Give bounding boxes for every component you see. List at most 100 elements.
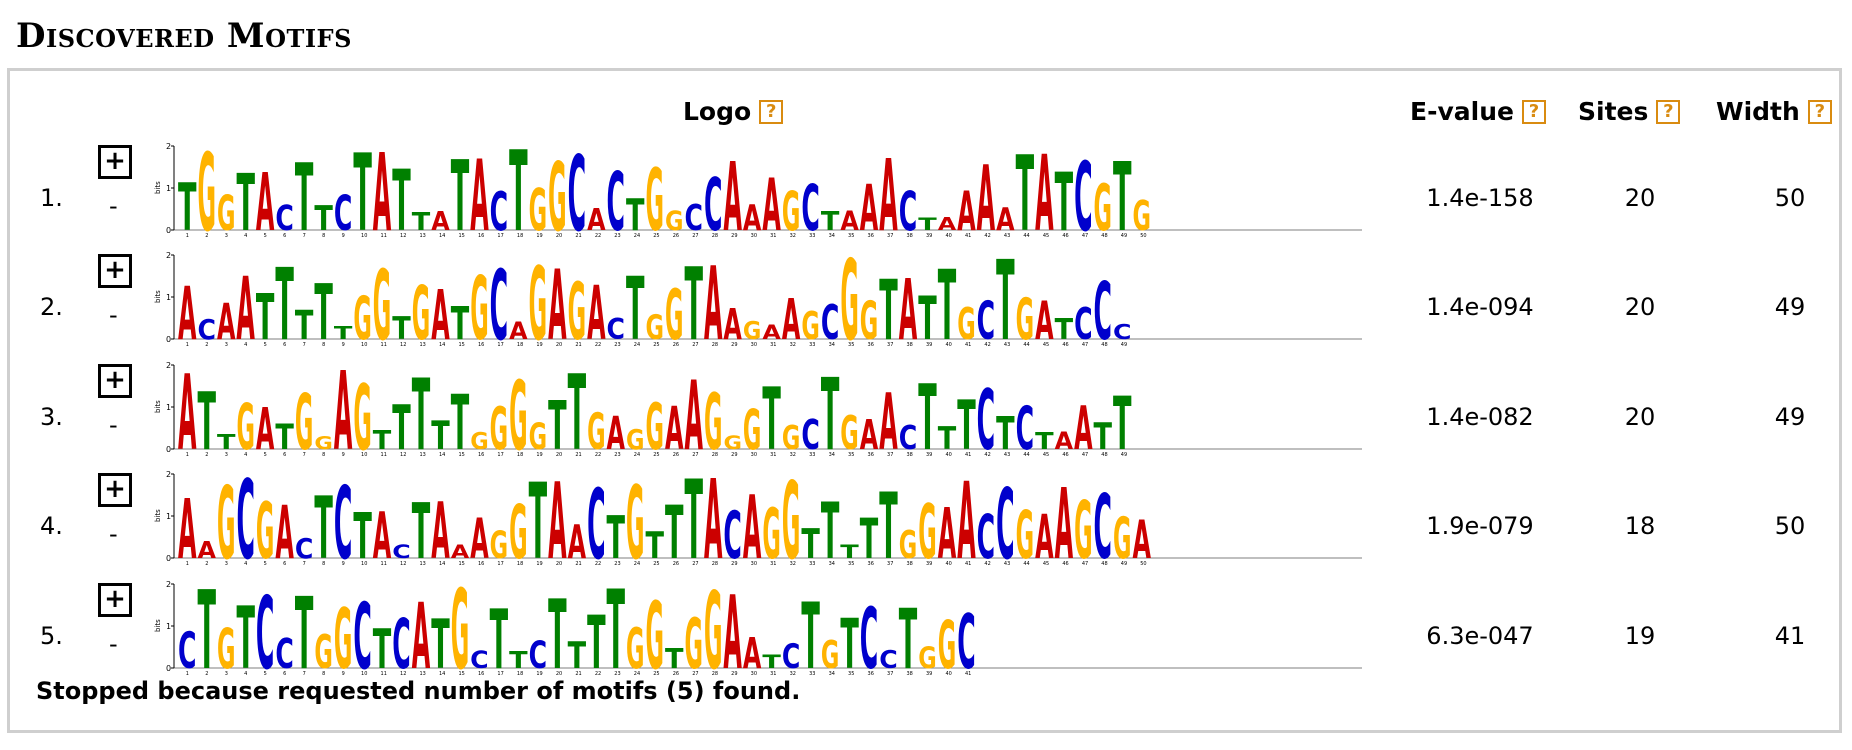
- logo-help-icon[interactable]: ?: [759, 100, 784, 124]
- logo-position-label: 5: [264, 561, 267, 566]
- logo-position-label: 22: [595, 671, 601, 676]
- logo-position-label: 47: [1082, 233, 1088, 238]
- logo-letter: A: [334, 361, 352, 457]
- expand-button[interactable]: +: [98, 145, 132, 179]
- logo-letter: T: [295, 580, 314, 676]
- expand-button[interactable]: +: [98, 473, 132, 507]
- logo-position-label: 30: [751, 452, 757, 457]
- logo-letter: A: [548, 251, 567, 347]
- logo-position-label: 30: [751, 342, 757, 347]
- logo-letter: C: [1094, 477, 1112, 566]
- logo-letter: T: [1055, 156, 1073, 238]
- logo-position-label: 12: [400, 342, 406, 347]
- collapse-button[interactable]: -: [109, 192, 118, 220]
- logo-position-label: 19: [536, 452, 542, 457]
- logo-letter: G: [314, 433, 332, 454]
- logo-letter: A: [723, 299, 742, 347]
- evalue-help-icon[interactable]: ?: [1521, 100, 1546, 124]
- logo-position-label: 1: [186, 342, 189, 347]
- logo-position-label: 11: [381, 342, 387, 347]
- collapse-button[interactable]: -: [109, 411, 118, 439]
- logo-position-label: 17: [497, 233, 503, 238]
- logo-letter: A: [743, 628, 762, 676]
- logo-letter: C: [1016, 393, 1034, 457]
- logo-position-label: 21: [575, 561, 581, 566]
- logo-position-label: 20: [556, 561, 562, 566]
- logo-position-label: 6: [283, 671, 286, 676]
- logo-position-label: 35: [848, 671, 854, 676]
- evalue-cell: 1.4e-094: [1426, 293, 1534, 321]
- logo-position-label: 5: [264, 342, 267, 347]
- logo-letter: A: [1035, 291, 1054, 347]
- expand-button[interactable]: +: [98, 583, 132, 617]
- logo-letter: A: [256, 156, 275, 238]
- logo-letter: G: [840, 251, 858, 347]
- logo-position-label: 29: [731, 452, 737, 457]
- width-help-icon[interactable]: ?: [1807, 100, 1832, 124]
- logo-letter: G: [1074, 484, 1092, 566]
- logo-position-label: 39: [926, 233, 932, 238]
- logo-letter: C: [977, 502, 995, 566]
- logo-position-label: 10: [361, 452, 367, 457]
- logo-letter: G: [938, 608, 956, 676]
- logo-letter: A: [704, 251, 723, 347]
- logo-letter: G: [918, 488, 936, 566]
- logo-letter: T: [1055, 312, 1074, 346]
- logo-letter: T: [821, 208, 840, 237]
- expand-button[interactable]: +: [98, 254, 132, 288]
- logo-letter: C: [899, 180, 917, 238]
- logo-letter: A: [178, 484, 196, 566]
- motifs-panel: [7, 68, 1842, 733]
- logo-axis-tick-label: 2: [166, 142, 171, 151]
- logo-position-label: 26: [673, 452, 679, 457]
- logo-position-label: 33: [809, 452, 815, 457]
- logo-letter: T: [762, 651, 782, 673]
- logo-letter: T: [1035, 429, 1054, 456]
- logo-position-label: 42: [984, 233, 990, 238]
- logo-letter: C: [178, 623, 196, 676]
- motif-row: 1. + - bits 0 1 2 T 1 G 2 G 3 T 4 A 5 C 6 T 7 T 8 C 9 T 10 A 11 T 1…: [0, 142, 1852, 250]
- logo-position-label: 45: [1043, 452, 1049, 457]
- logo-letter: T: [626, 190, 644, 238]
- logo-axis-tick-label: 0: [166, 445, 171, 454]
- logo-letter: A: [860, 411, 878, 457]
- logo-letter: T: [938, 251, 957, 347]
- logo-position-label: 4: [244, 452, 247, 457]
- sites-header-label: Sites: [1578, 97, 1649, 126]
- logo-position-label: 27: [692, 342, 698, 347]
- logo-position-label: 17: [497, 342, 503, 347]
- logo-position-label: 24: [634, 561, 640, 566]
- logo-position-label: 48: [1101, 561, 1107, 566]
- logo-letter: G: [490, 524, 508, 566]
- logo-letter: T: [197, 580, 215, 676]
- logo-letter: C: [392, 604, 410, 676]
- logo-position-label: 20: [556, 452, 562, 457]
- logo-position-label: 13: [420, 452, 426, 457]
- logo-position-label: 35: [848, 342, 854, 347]
- logo-position-label: 29: [731, 233, 737, 238]
- logo-letter: C: [684, 197, 702, 238]
- logo-axis-label: bits: [154, 181, 162, 194]
- logo-letter: T: [314, 269, 332, 347]
- logo-position-label: 32: [790, 561, 796, 566]
- logo-position-label: 33: [809, 671, 815, 676]
- logo-position-label: 4: [244, 561, 247, 566]
- logo-letter: T: [1113, 381, 1132, 457]
- collapse-button[interactable]: -: [109, 301, 118, 329]
- logo-position-label: 46: [1062, 452, 1068, 457]
- logo-position-label: 16: [478, 233, 484, 238]
- expand-button[interactable]: +: [98, 364, 132, 398]
- logo-letter: T: [996, 251, 1014, 347]
- logo-position-label: 48: [1101, 452, 1107, 457]
- sites-help-icon[interactable]: ?: [1656, 100, 1681, 124]
- logo-letter: G: [314, 626, 332, 676]
- collapse-button[interactable]: -: [109, 520, 118, 548]
- logo-letter: T: [665, 490, 684, 566]
- collapse-button[interactable]: -: [109, 630, 118, 658]
- logo-letter: A: [762, 165, 781, 238]
